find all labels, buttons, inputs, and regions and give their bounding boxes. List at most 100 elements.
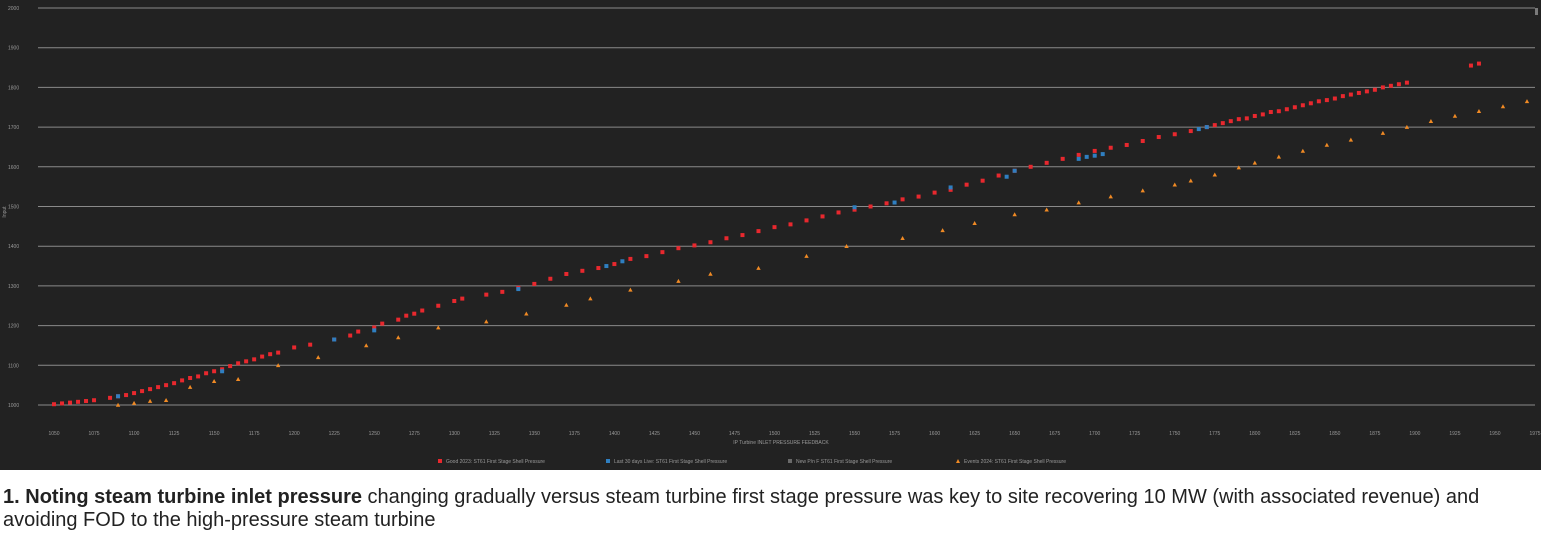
point-s0-91 <box>1236 117 1241 122</box>
point-s0-42 <box>484 292 489 297</box>
legend-label-2: New P/n F ST61 First Stage Shell Pressur… <box>796 459 892 465</box>
point-s3-36 <box>1300 148 1306 153</box>
x-tick-label-1800: 1800 <box>1249 431 1260 437</box>
point-s0-29 <box>308 342 313 347</box>
point-s0-48 <box>580 268 585 273</box>
x-tick-label-1450: 1450 <box>689 431 700 437</box>
point-s3-0 <box>115 402 121 407</box>
y-tick-label-1300: 1300 <box>8 284 19 290</box>
point-s0-111 <box>1396 82 1401 87</box>
point-s0-84 <box>1156 135 1161 140</box>
point-s0-59 <box>756 229 761 234</box>
point-s3-20 <box>804 253 809 258</box>
point-s1-10 <box>1004 174 1009 179</box>
point-s1-12 <box>1076 156 1081 161</box>
x-tick-label-1125: 1125 <box>169 431 180 437</box>
point-s0-66 <box>868 204 873 209</box>
point-s0-99 <box>1300 103 1305 108</box>
point-s0-15 <box>180 378 185 383</box>
point-s3-39 <box>1380 130 1386 135</box>
point-s0-35 <box>396 317 401 322</box>
point-s0-64 <box>836 210 841 215</box>
point-s0-39 <box>436 303 441 308</box>
point-s0-46 <box>548 276 553 281</box>
x-tick-label-1150: 1150 <box>209 431 220 437</box>
point-s3-6 <box>235 376 241 381</box>
x-tick-label-1375: 1375 <box>569 431 580 437</box>
legend-label-3: Events 2024: ST61 First Stage Shell Pres… <box>964 459 1066 465</box>
point-s0-81 <box>1108 145 1113 150</box>
point-s0-16 <box>188 376 193 381</box>
x-axis-ticks: 1050 1075 1100 1125 1150 1175 1200 1225 1250 1275… <box>48 431 1540 437</box>
point-s3-28 <box>1108 194 1113 199</box>
y-axis-ticks: 1000 1100 1200 1300 1400 1500 1600 1700 1800 1900… <box>8 6 19 409</box>
point-s1-6 <box>620 259 625 264</box>
x-tick-label-1300: 1300 <box>449 431 460 437</box>
point-s0-6 <box>108 395 113 400</box>
point-s0-0 <box>52 402 57 407</box>
point-s0-54 <box>676 246 681 251</box>
point-s0-97 <box>1284 107 1289 112</box>
point-s3-8 <box>315 355 321 360</box>
point-s0-106 <box>1356 90 1361 95</box>
point-s0-43 <box>500 289 505 294</box>
point-s0-80 <box>1092 148 1097 153</box>
x-tick-label-1475: 1475 <box>729 431 740 437</box>
legend-label-1: Last 30 days Live: ST61 First Stage Shel… <box>614 459 727 465</box>
caption-number: 1. <box>3 486 20 508</box>
x-tick-label-1250: 1250 <box>369 431 380 437</box>
scrollbar-handle[interactable] <box>1535 8 1538 15</box>
point-s0-51 <box>628 256 633 261</box>
point-s0-21 <box>228 364 233 369</box>
x-tick-label-1625: 1625 <box>969 431 980 437</box>
legend-label-0: Good 2023: ST61 First Stage Shell Pressu… <box>446 459 545 465</box>
point-s0-5 <box>92 398 97 403</box>
point-s0-10 <box>140 389 145 394</box>
point-s3-5 <box>211 378 217 383</box>
point-s0-28 <box>292 345 297 350</box>
point-s0-72 <box>964 182 969 187</box>
x-tick-label-1950: 1950 <box>1489 431 1500 437</box>
point-s1-5 <box>604 264 609 269</box>
point-s1-14 <box>1092 153 1097 158</box>
y-tick-label-1000: 1000 <box>8 403 19 409</box>
point-s0-70 <box>932 190 937 195</box>
point-s0-103 <box>1332 96 1337 101</box>
x-tick-label-1550: 1550 <box>849 431 860 437</box>
point-s0-69 <box>916 194 921 199</box>
point-s3-3 <box>163 398 169 403</box>
point-s0-107 <box>1364 89 1369 94</box>
point-s0-112 <box>1404 80 1409 85</box>
point-s0-31 <box>348 333 353 338</box>
point-s0-105 <box>1348 92 1353 97</box>
point-s0-94 <box>1260 112 1265 117</box>
chart-panel: 1000 1100 1200 1300 1400 1500 1600 1700 1800 1900… <box>0 0 1541 470</box>
point-s0-82 <box>1124 142 1129 147</box>
point-s0-65 <box>852 207 857 212</box>
point-s3-34 <box>1252 160 1258 165</box>
point-s3-45 <box>1524 99 1530 104</box>
point-s0-60 <box>772 225 777 230</box>
x-tick-label-1775: 1775 <box>1209 431 1220 437</box>
legend-marker-1 <box>606 459 610 463</box>
point-s0-62 <box>804 218 809 223</box>
x-tick-label-1325: 1325 <box>489 431 500 437</box>
point-s0-74 <box>996 173 1001 178</box>
point-s3-23 <box>940 228 945 233</box>
point-s3-30 <box>1172 182 1177 187</box>
x-tick-label-1700: 1700 <box>1089 431 1100 437</box>
caption-bold-text: Noting steam turbine inlet pressure <box>25 486 362 508</box>
point-s0-104 <box>1340 94 1345 99</box>
point-s0-12 <box>156 385 161 390</box>
x-tick-label-1050: 1050 <box>48 431 59 437</box>
x-tick-label-1500: 1500 <box>769 431 780 437</box>
y-axis-label: Input <box>2 206 8 218</box>
point-s0-85 <box>1172 132 1177 137</box>
point-s0-33 <box>372 325 377 330</box>
point-s3-21 <box>844 244 849 248</box>
x-tick-label-1175: 1175 <box>249 431 260 437</box>
point-s0-90 <box>1228 119 1233 124</box>
point-s3-32 <box>1212 172 1217 177</box>
point-s0-23 <box>244 359 249 364</box>
x-tick-label-1850: 1850 <box>1329 431 1340 437</box>
